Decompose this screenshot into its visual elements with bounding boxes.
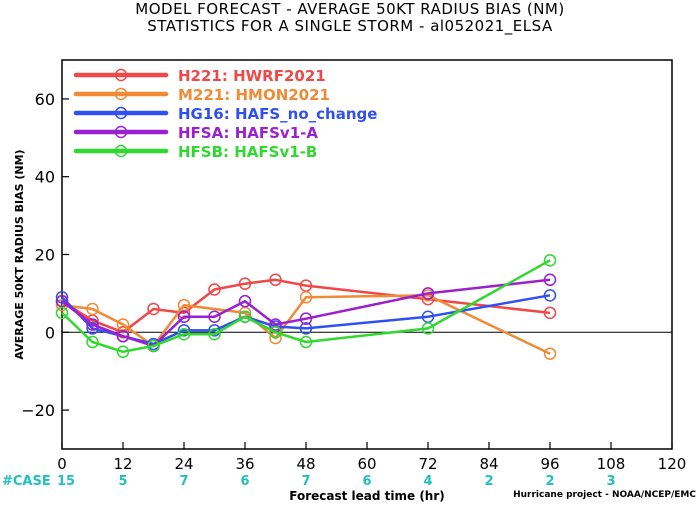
legend-marker [114, 125, 128, 139]
case-count: 6 [362, 474, 371, 489]
y-tick-label: 0 [45, 323, 55, 342]
credit-text: Hurricane project - NOAA/NCEP/EMC [513, 490, 696, 500]
x-tick-label: 48 [296, 455, 315, 473]
series-line [61, 294, 551, 355]
case-count: 2 [484, 474, 493, 489]
x-tick-label: 24 [174, 455, 193, 473]
data-point [116, 329, 130, 343]
x-tick-label: 108 [597, 455, 626, 473]
data-point [177, 310, 191, 323]
data-point [543, 254, 557, 267]
x-tick-label: 96 [540, 455, 559, 473]
case-count: 2 [545, 474, 554, 489]
data-point [238, 294, 252, 308]
y-axis-label: AVERAGE 50KT RADIUS BIAS (NM) [13, 149, 26, 359]
data-point [55, 306, 69, 320]
data-point [238, 310, 252, 323]
data-point [543, 306, 557, 320]
legend-marker [114, 106, 128, 120]
case-count: 7 [179, 474, 188, 489]
data-point [55, 291, 69, 304]
series-line [61, 278, 551, 348]
data-point [116, 345, 130, 358]
y-tick-label: 60 [35, 90, 55, 109]
data-point [147, 302, 160, 316]
data-point [177, 327, 191, 341]
legend-marker [114, 68, 128, 82]
data-point [147, 339, 160, 353]
x-axis-label: Forecast lead time (hr) [289, 489, 445, 503]
x-tick-label: 60 [357, 455, 376, 473]
legend-label: HFSB: HAFSv1-B [178, 143, 317, 161]
x-tick-label: 0 [57, 455, 67, 473]
data-point [208, 310, 221, 323]
x-tick-label: 12 [113, 455, 132, 473]
x-tick-label: 72 [418, 455, 437, 473]
data-point [86, 318, 99, 331]
data-point [269, 326, 282, 339]
data-point [299, 312, 313, 325]
data-point [421, 287, 435, 300]
data-point [208, 283, 221, 296]
case-count: 7 [301, 474, 310, 489]
data-point [421, 322, 435, 335]
case-count: 5 [118, 474, 127, 489]
legend-marker [114, 87, 128, 101]
data-point [299, 291, 313, 304]
data-point [208, 327, 221, 341]
data-point [86, 335, 99, 349]
legend-marker [114, 144, 128, 158]
y-tick-label: −20 [21, 401, 55, 420]
series-line [61, 278, 551, 334]
case-count: 3 [606, 474, 615, 489]
y-tick-label: 20 [35, 246, 55, 265]
chart-title: MODEL FORECAST - AVERAGE 50KT RADIUS BIA… [135, 0, 565, 18]
y-tick-label: 40 [35, 168, 55, 187]
data-point [86, 302, 99, 316]
series-line [61, 259, 551, 354]
data-point [116, 326, 130, 339]
chart-subtitle: STATISTICS FOR A SINGLE STORM - al052021… [147, 17, 553, 35]
data-point [177, 324, 191, 337]
legend-label: HG16: HAFS_no_change [178, 105, 377, 123]
data-point [543, 289, 557, 302]
data-point [269, 318, 282, 331]
x-tick-label: 36 [235, 455, 254, 473]
data-point [543, 273, 557, 287]
x-tick-label: 120 [658, 455, 687, 473]
legend-label: M221: HMON2021 [178, 86, 330, 104]
data-point [299, 322, 313, 335]
case-count: 6 [240, 474, 249, 489]
legend-label: HFSA: HAFSv1-A [178, 124, 318, 142]
case-label: #CASE [2, 474, 51, 489]
data-point [299, 335, 313, 349]
data-point [269, 273, 282, 287]
data-point [238, 277, 252, 290]
legend-label: H221: HWRF2021 [178, 67, 326, 85]
x-tick-label: 84 [479, 455, 498, 473]
case-count: 15 [57, 474, 75, 489]
data-point [86, 322, 99, 335]
data-point [543, 347, 557, 360]
case-count: 4 [423, 474, 432, 489]
